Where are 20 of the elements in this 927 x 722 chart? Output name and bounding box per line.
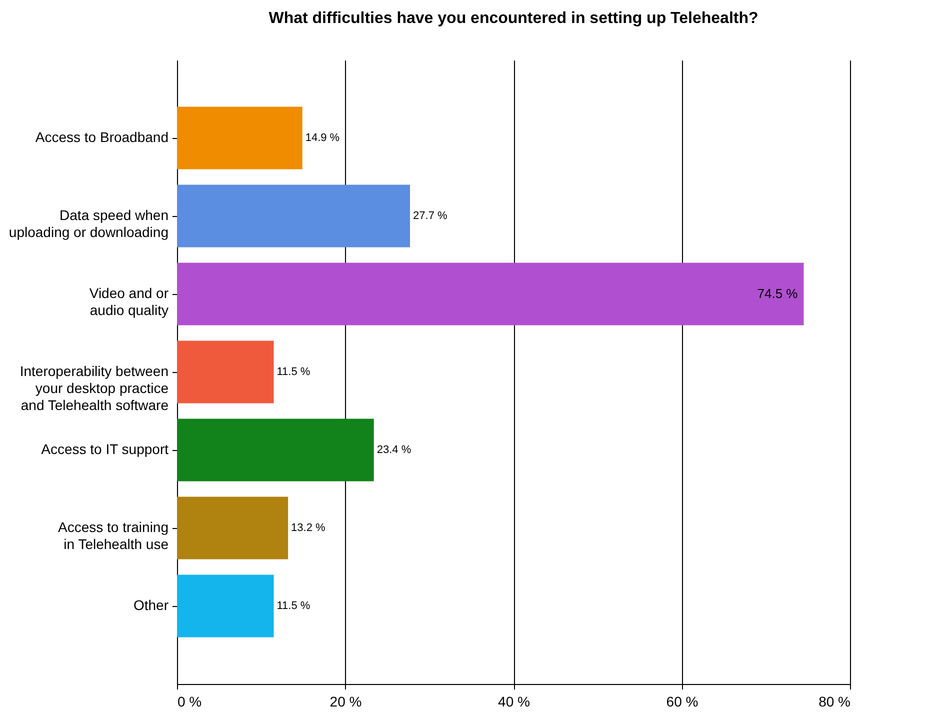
x-tick-label: 40 % (498, 694, 530, 710)
data-label: 23.4 % (376, 444, 412, 456)
y-tick-label: Data speed when uploading or downloading (8, 207, 168, 240)
x-tick-label: 0 % (178, 694, 202, 710)
data-label: 27.7 % (413, 210, 448, 222)
x-tick-label: 80 % (818, 694, 850, 710)
y-tick-label: Other (133, 597, 169, 613)
data-label: 13.2 % (291, 522, 326, 534)
y-tick-label: Interoperability between your desktop practice and Telehealth software (20, 363, 169, 413)
y-tick-label: Video and or audio quality (89, 285, 169, 318)
x-tick-label: 60 % (666, 694, 698, 710)
data-label: 11.5 % (276, 366, 310, 378)
x-tick-label: 20 % (330, 694, 362, 710)
data-label: 14.9 % (305, 132, 340, 144)
data-label: 11.5 % (276, 600, 310, 612)
y-tick-label: Access to IT support (41, 441, 169, 457)
y-tick-label: Access to training in Telehealth use (58, 519, 169, 552)
chart-title: What difficulties have you encountered in setting up Telehealth? (268, 10, 758, 27)
data-label: 74.5 % (757, 286, 798, 301)
y-tick-label: Access to Broadband (35, 129, 168, 145)
